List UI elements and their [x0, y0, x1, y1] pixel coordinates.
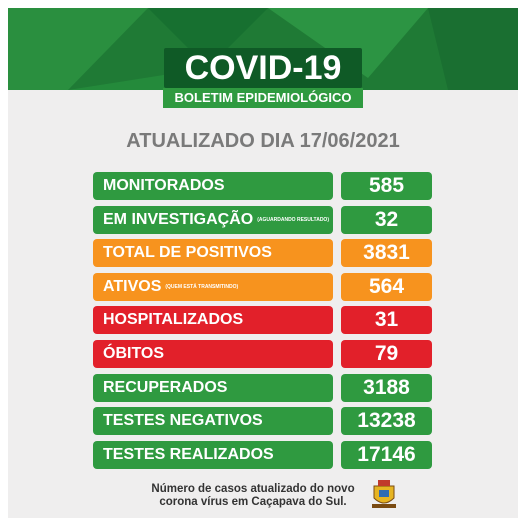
row-label: ATIVOS [103, 278, 162, 296]
row-label: TOTAL DE POSITIVOS [103, 244, 272, 262]
row-value: 585 [341, 172, 432, 200]
row-label-box: TESTES NEGATIVOS [93, 407, 333, 436]
row-label: MONITORADOS [103, 177, 225, 194]
updated-date: ATUALIZADO DIA 17/06/2021 [126, 130, 400, 152]
coat-of-arms [372, 480, 396, 508]
row-label-box: HOSPITALIZADOS [93, 306, 333, 335]
header-bg [8, 8, 518, 90]
row-label-box: TOTAL DE POSITIVOS [93, 239, 333, 268]
row-value: 17146 [341, 440, 432, 469]
row-note: (AGUARDANDO RESULTADO) [257, 216, 329, 223]
row-value: 13238 [341, 407, 432, 436]
row-value: 564 [341, 272, 432, 301]
footer-line: Número de casos atualizado do novo [151, 483, 355, 495]
row-label-box: ÓBITOS [93, 340, 333, 368]
card: COVID-19 BOLETIM EPIDEMIOLÓGICO ATUALIZA… [8, 8, 518, 518]
footer-line: corona vírus em Caçapava do Sul. [159, 496, 347, 508]
row-label-box: MONITORADOS [93, 172, 333, 200]
row-label: ÓBITOS [103, 345, 165, 362]
row-label: TESTES REALIZADOS [103, 445, 274, 463]
row-value: 31 [341, 306, 432, 335]
title: COVID-19 [164, 48, 362, 88]
row-label-box: ATIVOS (QUEM ESTÁ TRANSMITINDO) [93, 272, 333, 301]
row-value: 3831 [341, 239, 432, 268]
row-label: TESTES NEGATIVOS [103, 412, 263, 430]
row-value: 79 [341, 340, 432, 368]
subtitle: BOLETIM EPIDEMIOLÓGICO [163, 88, 363, 108]
row-label-box: TESTES REALIZADOS [93, 440, 333, 469]
row-note: (QUEM ESTÁ TRANSMITINDO) [165, 283, 239, 290]
row-value: 3188 [341, 373, 432, 402]
row-label: RECUPERADOS [103, 378, 228, 396]
row-label: HOSPITALIZADOS [103, 311, 244, 329]
footer: Número de casos atualizado do novo coron… [138, 483, 368, 509]
row-value: 32 [341, 205, 432, 234]
row-label-box: EM INVESTIGAÇÃO (AGUARDANDO RESULTADO) [93, 205, 333, 234]
row-label: EM INVESTIGAÇÃO [103, 210, 254, 228]
row-label-box: RECUPERADOS [93, 373, 333, 402]
